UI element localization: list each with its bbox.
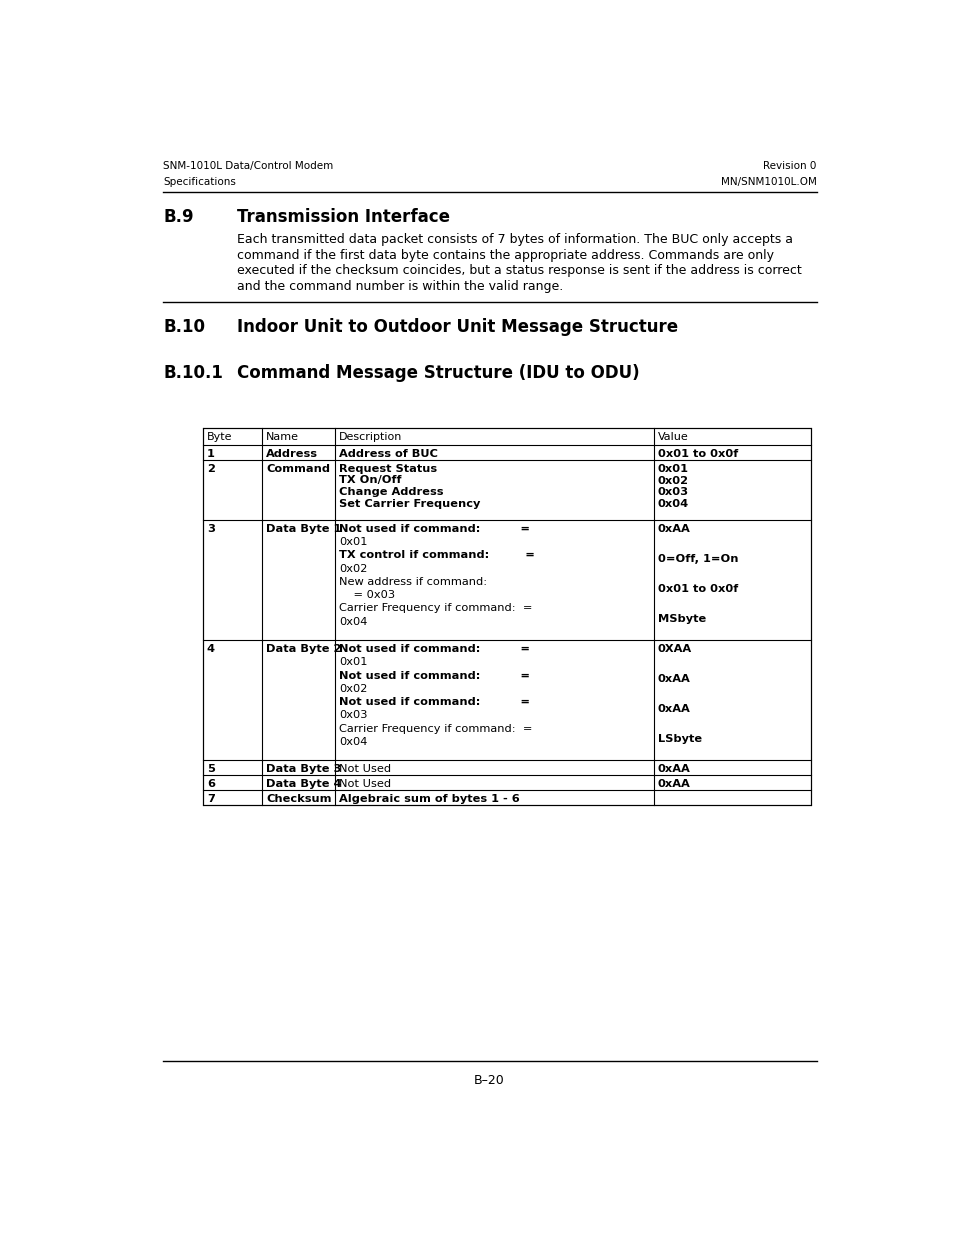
Text: 0x01 to 0x0f: 0x01 to 0x0f	[657, 584, 737, 594]
Text: 0x01 to 0x0f: 0x01 to 0x0f	[657, 448, 737, 459]
Text: 5: 5	[207, 764, 214, 774]
Text: B.10.1: B.10.1	[163, 364, 223, 382]
Text: Command: Command	[266, 464, 330, 474]
Text: 0xAA: 0xAA	[657, 764, 690, 774]
Text: Data Byte 2: Data Byte 2	[266, 645, 341, 655]
Text: Not Used: Not Used	[339, 779, 391, 789]
Text: B.10: B.10	[163, 317, 205, 336]
Text: Carrier Frequency if command:  =: Carrier Frequency if command: =	[339, 724, 532, 734]
Text: Transmission Interface: Transmission Interface	[236, 209, 450, 226]
Text: 0x04: 0x04	[339, 737, 367, 747]
Text: = 0x03: = 0x03	[339, 590, 395, 600]
Text: 0xAA: 0xAA	[657, 524, 690, 534]
Text: Byte: Byte	[207, 432, 233, 442]
Text: 0x01: 0x01	[339, 537, 368, 547]
Text: 2: 2	[207, 464, 214, 474]
Text: 0xAA: 0xAA	[657, 779, 690, 789]
Text: Algebraic sum of bytes 1 - 6: Algebraic sum of bytes 1 - 6	[339, 794, 519, 804]
Text: Each transmitted data packet consists of 7 bytes of information. The BUC only ac: Each transmitted data packet consists of…	[236, 233, 792, 246]
Text: 0xAA: 0xAA	[657, 674, 690, 684]
Text: 1: 1	[207, 448, 214, 459]
Text: Name: Name	[266, 432, 299, 442]
Text: command if the first data byte contains the appropriate address. Commands are on: command if the first data byte contains …	[236, 248, 773, 262]
Text: Not used if command:          =: Not used if command: =	[339, 524, 530, 534]
Text: TX control if command:         =: TX control if command: =	[339, 551, 535, 561]
Text: Request Status
TX On/Off
Change Address
Set Carrier Frequency: Request Status TX On/Off Change Address …	[339, 464, 480, 509]
Text: Specifications: Specifications	[163, 177, 236, 186]
Text: Value: Value	[657, 432, 688, 442]
Text: executed if the checksum coincides, but a status response is sent if the address: executed if the checksum coincides, but …	[236, 264, 801, 278]
Text: MSbyte: MSbyte	[657, 614, 705, 624]
Text: Data Byte 4: Data Byte 4	[266, 779, 341, 789]
Text: 3: 3	[207, 524, 214, 534]
Text: 0x02: 0x02	[339, 563, 367, 574]
Text: Not used if command:          =: Not used if command: =	[339, 697, 530, 708]
Text: MN/SNM1010L.OM: MN/SNM1010L.OM	[720, 177, 816, 186]
Text: Address: Address	[266, 448, 318, 459]
Text: SNM-1010L Data/Control Modem: SNM-1010L Data/Control Modem	[163, 162, 334, 172]
Text: 0xAA: 0xAA	[657, 704, 690, 714]
Text: Not used if command:          =: Not used if command: =	[339, 645, 530, 655]
Text: 0x01: 0x01	[339, 657, 368, 667]
Text: 0x04: 0x04	[339, 616, 367, 626]
Text: 0x02: 0x02	[339, 684, 367, 694]
Text: LSbyte: LSbyte	[657, 734, 701, 745]
Text: 4: 4	[207, 645, 214, 655]
Bar	[203, 427, 810, 805]
Text: 7: 7	[207, 794, 214, 804]
Text: Revision 0: Revision 0	[762, 162, 816, 172]
Text: B–20: B–20	[473, 1073, 504, 1087]
Text: Not used if command:          =: Not used if command: =	[339, 671, 530, 680]
Text: Data Byte 3: Data Byte 3	[266, 764, 341, 774]
Text: Checksum: Checksum	[266, 794, 332, 804]
Text: Address of BUC: Address of BUC	[339, 448, 437, 459]
Text: Command Message Structure (IDU to ODU): Command Message Structure (IDU to ODU)	[236, 364, 639, 382]
Text: 0x03: 0x03	[339, 710, 368, 720]
Text: 0XAA: 0XAA	[657, 645, 691, 655]
Text: Carrier Frequency if command:  =: Carrier Frequency if command: =	[339, 604, 532, 614]
Text: Description: Description	[339, 432, 402, 442]
Text: B.9: B.9	[163, 209, 193, 226]
Text: Indoor Unit to Outdoor Unit Message Structure: Indoor Unit to Outdoor Unit Message Stru…	[236, 317, 678, 336]
Text: 6: 6	[207, 779, 214, 789]
Text: 0=Off, 1=On: 0=Off, 1=On	[657, 555, 738, 564]
Text: and the command number is within the valid range.: and the command number is within the val…	[236, 280, 562, 293]
Text: New address if command:: New address if command:	[339, 577, 487, 587]
Text: Data Byte 1: Data Byte 1	[266, 524, 341, 534]
Text: Not Used: Not Used	[339, 764, 391, 774]
Text: 0x01
0x02
0x03
0x04: 0x01 0x02 0x03 0x04	[657, 464, 688, 509]
